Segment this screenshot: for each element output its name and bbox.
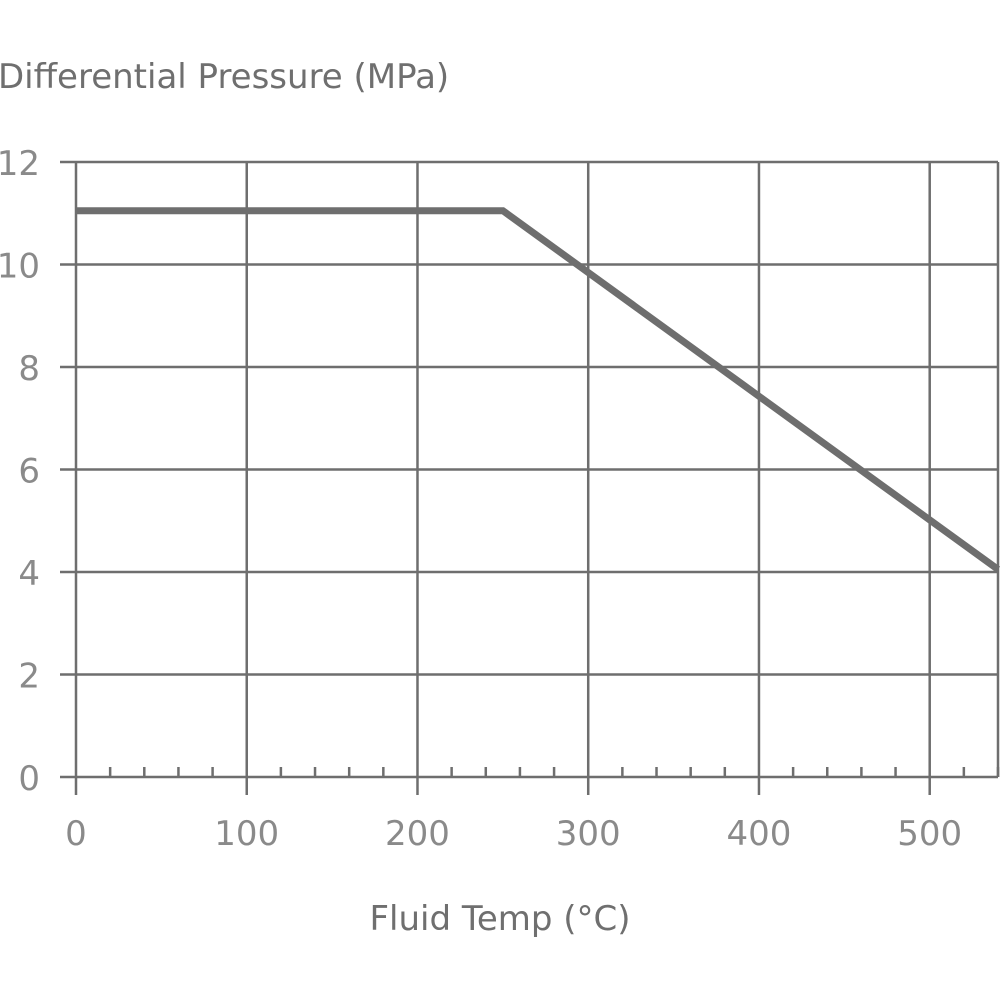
y-tick-label: 12 (0, 144, 40, 184)
x-axis-title: Fluid Temp (°C) (369, 899, 630, 939)
y-tick-label: 8 (18, 349, 40, 389)
y-axis-title: Differential Pressure (MPa) (0, 57, 449, 97)
y-tick-label: 10 (0, 247, 40, 287)
y-tick-label: 0 (18, 759, 40, 799)
tick-labels: 0 2 4 6 8 10 12 0 100 200 300 400 500 (0, 144, 962, 854)
y-tick-label: 4 (18, 554, 40, 594)
y-tick-label: 2 (18, 657, 40, 697)
grid (60, 160, 1000, 795)
x-tick-label: 500 (897, 814, 962, 854)
plot-area (76, 207, 1000, 573)
x-tick-label: 0 (65, 814, 87, 854)
x-tick-label: 300 (556, 814, 621, 854)
x-tick-label: 100 (214, 814, 279, 854)
series-line (76, 207, 1000, 573)
x-tick-label: 200 (385, 814, 450, 854)
y-tick-label: 6 (18, 452, 40, 492)
x-tick-label: 400 (727, 814, 792, 854)
ticks (108, 767, 1000, 777)
